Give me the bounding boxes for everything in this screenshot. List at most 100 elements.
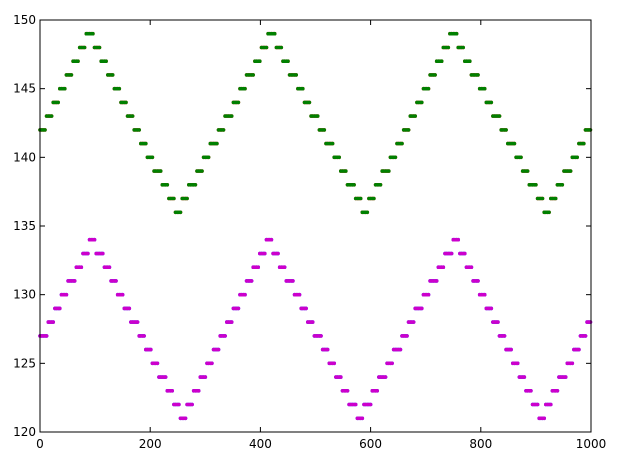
data-point bbox=[368, 402, 373, 407]
data-point bbox=[229, 114, 234, 118]
data-point bbox=[390, 361, 394, 366]
data-point bbox=[120, 292, 125, 297]
data-point bbox=[398, 347, 403, 352]
data-point bbox=[588, 320, 593, 324]
data-point bbox=[193, 183, 198, 187]
data-point bbox=[489, 306, 494, 311]
data-point bbox=[301, 86, 305, 91]
data-point bbox=[58, 306, 62, 311]
data-point bbox=[568, 169, 573, 173]
data-point bbox=[433, 73, 437, 77]
data-point bbox=[229, 320, 234, 324]
y-tick-label: 125 bbox=[13, 356, 36, 370]
data-point bbox=[330, 141, 335, 146]
data-point bbox=[476, 279, 480, 283]
y-tick-label: 140 bbox=[13, 150, 36, 164]
data-point bbox=[243, 292, 247, 297]
data-point bbox=[489, 100, 494, 105]
data-point bbox=[393, 155, 398, 160]
data-point bbox=[496, 320, 500, 324]
data-point bbox=[114, 279, 118, 283]
data-point bbox=[86, 251, 90, 256]
data-point bbox=[79, 265, 84, 270]
data-point bbox=[43, 128, 47, 132]
data-point bbox=[304, 306, 308, 311]
data-point bbox=[64, 292, 69, 297]
data-point bbox=[375, 389, 380, 393]
data-point bbox=[454, 31, 459, 36]
data-point bbox=[387, 169, 391, 173]
data-point bbox=[97, 45, 102, 50]
data-point bbox=[251, 73, 255, 77]
data-point bbox=[476, 73, 480, 77]
data-point bbox=[583, 334, 588, 338]
data-point bbox=[570, 361, 575, 366]
x-tick-label: 0 bbox=[36, 437, 44, 451]
data-point bbox=[560, 183, 565, 187]
y-tick-label: 145 bbox=[13, 82, 36, 96]
data-point bbox=[206, 155, 211, 160]
data-point bbox=[547, 210, 551, 215]
data-point bbox=[400, 141, 404, 146]
data-point bbox=[441, 265, 446, 270]
y-tick-label: 120 bbox=[13, 425, 36, 439]
series-3 bbox=[38, 237, 593, 421]
data-point bbox=[563, 375, 568, 379]
y-tick-label: 130 bbox=[13, 288, 36, 302]
data-point bbox=[446, 45, 451, 50]
data-point bbox=[91, 31, 95, 36]
data-point bbox=[439, 59, 444, 63]
data-point bbox=[426, 86, 431, 91]
data-point bbox=[170, 389, 174, 393]
data-point bbox=[72, 279, 77, 283]
data-point bbox=[256, 265, 261, 270]
data-point bbox=[405, 334, 409, 338]
data-point bbox=[200, 169, 204, 173]
data-point bbox=[297, 292, 302, 297]
data-point bbox=[150, 155, 155, 160]
data-point bbox=[529, 389, 533, 393]
data-point bbox=[130, 114, 135, 118]
data-point bbox=[540, 196, 545, 201]
data-point bbox=[272, 31, 277, 36]
data-point bbox=[44, 334, 49, 338]
data-point bbox=[420, 100, 424, 105]
data-point bbox=[165, 183, 170, 187]
data-point bbox=[322, 128, 327, 132]
data-point bbox=[469, 265, 474, 270]
data-point bbox=[344, 169, 348, 173]
data-point bbox=[223, 334, 227, 338]
data-point bbox=[426, 292, 431, 297]
data-point bbox=[588, 128, 593, 132]
data-point bbox=[535, 402, 540, 407]
data-point bbox=[163, 375, 168, 379]
data-point bbox=[497, 114, 502, 118]
axes: 0 200 400 600 800 1000 120 125 130 135 140 145 150 bbox=[13, 13, 606, 451]
data-point bbox=[360, 416, 365, 421]
data-point bbox=[372, 196, 376, 201]
x-tick-label: 1000 bbox=[576, 437, 607, 451]
data-point bbox=[353, 402, 358, 407]
data-point bbox=[76, 59, 80, 63]
data-point bbox=[286, 59, 290, 63]
data-point bbox=[345, 389, 350, 393]
data-point bbox=[468, 59, 472, 63]
data-point bbox=[216, 347, 221, 352]
data-points bbox=[38, 31, 593, 421]
data-point bbox=[310, 320, 315, 324]
data-point bbox=[69, 73, 74, 77]
y-tick-label: 135 bbox=[13, 219, 36, 233]
data-point bbox=[243, 86, 247, 91]
data-point bbox=[319, 334, 323, 338]
data-point bbox=[144, 141, 148, 146]
data-point bbox=[203, 375, 208, 379]
data-point bbox=[542, 416, 546, 421]
data-point bbox=[463, 251, 467, 256]
data-point bbox=[183, 416, 188, 421]
y-tick-label: 150 bbox=[13, 13, 36, 27]
data-point bbox=[149, 347, 153, 352]
data-point bbox=[190, 402, 194, 407]
data-point bbox=[236, 306, 241, 311]
data-point bbox=[332, 361, 337, 366]
data-point bbox=[420, 306, 424, 311]
